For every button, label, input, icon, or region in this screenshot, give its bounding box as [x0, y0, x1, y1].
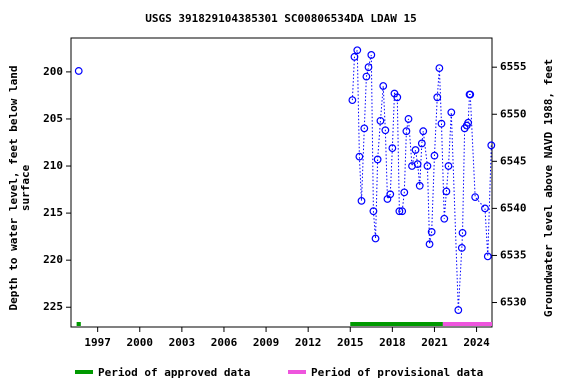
data-point — [440, 214, 449, 223]
data-point — [487, 141, 496, 150]
data-point — [348, 96, 357, 105]
y-tick-label: 215 — [43, 206, 63, 219]
data-point — [425, 240, 434, 249]
y2-tick-label: 6535 — [500, 248, 527, 261]
data-point — [433, 93, 442, 102]
data-point — [379, 82, 388, 90]
data-point — [427, 228, 436, 236]
data-point — [360, 124, 369, 133]
data-point — [415, 181, 424, 190]
data-point — [444, 162, 453, 170]
data-point — [417, 139, 426, 148]
data-point — [430, 151, 439, 160]
data-point — [393, 93, 402, 102]
y2-axis-label: Groundwater level above NAVD 1988, feet — [542, 59, 555, 317]
data-point — [411, 146, 420, 154]
plot-frame — [70, 37, 493, 328]
data-point — [355, 152, 364, 161]
x-tick-label: 2012 — [295, 336, 322, 349]
legend-label: Period of approved data — [98, 366, 250, 379]
data-point — [388, 144, 397, 153]
data-point — [350, 52, 359, 61]
series-line — [351, 50, 492, 311]
data-point — [458, 228, 467, 237]
x-tick-label: 2000 — [127, 336, 154, 349]
x-tick-label: 2003 — [169, 336, 196, 349]
x-tick-label: 2009 — [253, 336, 280, 349]
data-point — [481, 204, 489, 213]
data-point — [466, 90, 475, 99]
data-point — [413, 160, 422, 169]
data-point — [353, 46, 362, 55]
period-bar — [76, 322, 81, 326]
data-point — [447, 108, 456, 117]
data-point — [362, 72, 371, 81]
data-point — [373, 155, 382, 164]
data-point — [376, 116, 385, 125]
data-point — [386, 190, 395, 199]
y-axis-label: surface — [19, 164, 32, 211]
x-tick-label: 1997 — [84, 336, 111, 349]
data-point — [437, 119, 446, 128]
data-point — [398, 207, 407, 216]
y-tick-label: 205 — [43, 112, 63, 125]
data-point — [369, 207, 378, 216]
period-bar — [350, 322, 443, 326]
y2-tick-label: 6555 — [500, 60, 527, 73]
y2-tick-label: 6545 — [500, 154, 527, 167]
y2-tick-label: 6530 — [500, 296, 527, 309]
data-point — [395, 207, 404, 216]
period-bar — [442, 322, 492, 326]
data-point — [357, 196, 366, 205]
x-tick-label: 2015 — [337, 336, 364, 349]
data-point — [483, 252, 492, 261]
y-tick-label: 210 — [43, 159, 63, 172]
x-tick-label: 2006 — [211, 336, 238, 349]
data-point — [457, 244, 466, 252]
chart-title: USGS 391829104385301 SC00806534DA LDAW 1… — [145, 12, 417, 25]
x-tick-label: 2021 — [421, 336, 448, 349]
x-tick-label: 2024 — [463, 336, 490, 349]
data-point — [74, 67, 83, 75]
legend-label: Period of provisional data — [311, 366, 483, 379]
x-tick-label: 2018 — [379, 336, 406, 349]
data-point — [400, 188, 409, 197]
data-point — [471, 193, 480, 201]
data-point — [423, 162, 432, 170]
data-point — [381, 126, 390, 135]
y-axis-label: Depth to water level, feet below land — [7, 65, 20, 310]
y2-tick-label: 6550 — [500, 107, 527, 120]
data-point — [419, 127, 428, 136]
y-tick-label: 200 — [43, 65, 63, 78]
data-point — [435, 64, 444, 73]
data-point — [464, 118, 473, 127]
y2-tick-label: 6540 — [500, 201, 527, 214]
y-tick-label: 225 — [43, 300, 63, 313]
data-point — [404, 115, 413, 123]
data-point — [364, 63, 373, 72]
data-point — [454, 306, 463, 314]
y-tick-label: 220 — [43, 253, 63, 266]
data-point — [367, 51, 376, 59]
data-point — [442, 187, 451, 196]
data-point — [371, 234, 380, 243]
data-point — [402, 127, 411, 136]
